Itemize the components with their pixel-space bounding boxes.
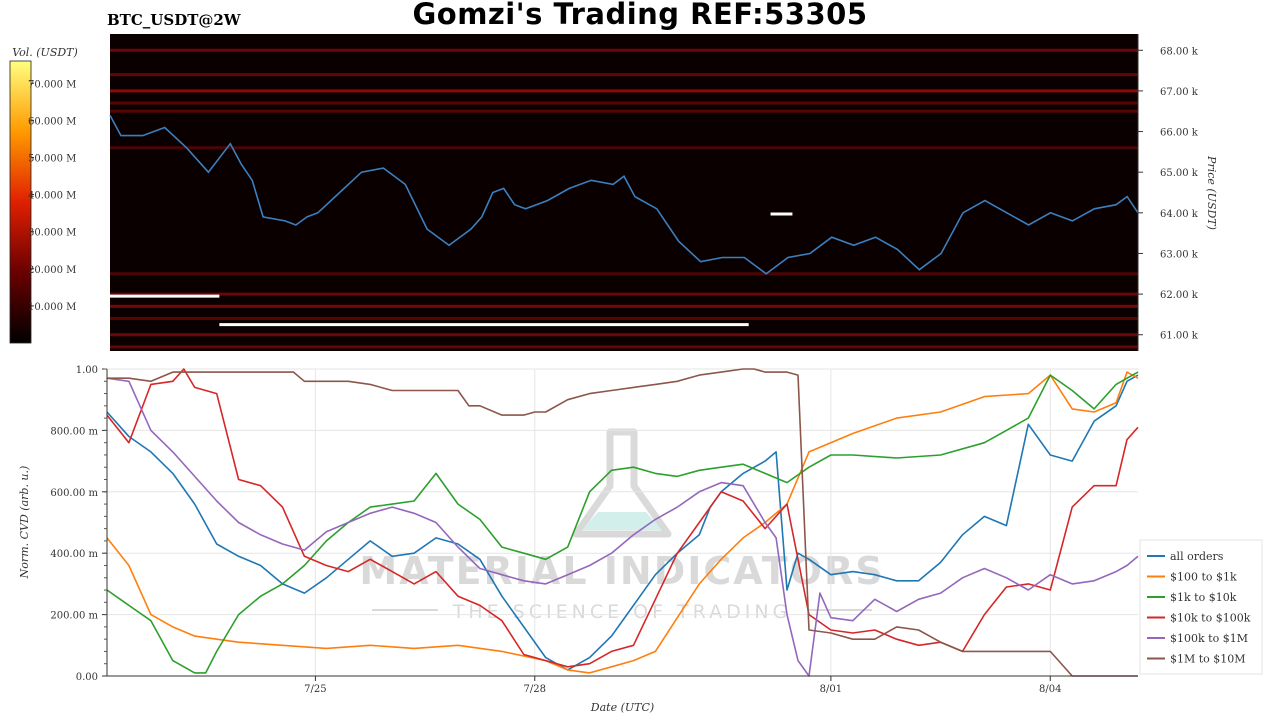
- colorbar-tick-label: 20.000 M: [28, 265, 76, 276]
- heat-level: [110, 101, 1138, 105]
- colorbar-tick-label: 30.000 M: [28, 228, 76, 239]
- colorbar-tick-label: 10.000 M: [28, 302, 76, 313]
- cvd-x-tick-label: 7/28: [524, 684, 546, 695]
- cvd-x-tick-label: 7/25: [304, 684, 326, 695]
- colorbar-tick-label: 50.000 M: [28, 153, 76, 164]
- cvd-y-tick-label: 1.00: [76, 365, 98, 376]
- cvd-y-tick-label: 600.00 m: [50, 488, 98, 499]
- colorbar-tick-label: 40.000 M: [28, 191, 76, 202]
- legend: all orders $100 to $1k $1k to $10k $10k to …: [1139, 539, 1263, 675]
- cvd-y-tick-label: 200.00 m: [50, 611, 98, 622]
- legend-entry: $10k to $100k: [1170, 612, 1251, 625]
- price-tick-label: 67.00 k: [1160, 87, 1199, 98]
- heatmap-panel: 61.00 k 62.00 k 63.00 k 64.00 k 65.00 k 66.00…: [109, 34, 1218, 351]
- cvd-series-line: [106, 374, 1139, 671]
- volume-colorbar: Vol. (USDT) 10.000 M 20.000 M 30.000 M 40.00…: [9, 46, 78, 344]
- legend-entry: $1M to $10M: [1170, 653, 1246, 666]
- heat-level: [110, 316, 1138, 320]
- colorbar-label: Vol. (USDT): [12, 46, 78, 59]
- price-tick-label: 65.00 k: [1160, 168, 1199, 179]
- heat-level: [110, 89, 1138, 93]
- flask-logo-icon: [572, 428, 672, 538]
- price-tick-label: 64.00 k: [1160, 209, 1199, 220]
- heat-level: [110, 292, 1138, 296]
- price-tick-label: 66.00 k: [1160, 128, 1199, 139]
- cvd-series-line: [107, 368, 1138, 677]
- price-tick-label: 61.00 k: [1160, 331, 1199, 342]
- legend-box: [1139, 539, 1263, 675]
- cvd-series-line: [106, 371, 1139, 674]
- watermark-name: MATERIAL INDICATORS: [359, 549, 884, 593]
- legend-entry: $1k to $10k: [1170, 591, 1237, 604]
- cvd-x-tick-label: 8/04: [1039, 684, 1061, 695]
- heat-level: [110, 272, 1138, 276]
- watermark-tagline: THE SCIENCE OF TRADING: [452, 601, 792, 623]
- heatmap-background: [110, 34, 1138, 351]
- cvd-panel: 0.00 200.00 m 400.00 m 600.00 m 800.00 m 1.00…: [18, 365, 1139, 714]
- heat-level: [110, 48, 1138, 52]
- cvd-y-tick-label: 0.00: [76, 672, 98, 683]
- price-tick-label: 63.00 k: [1160, 249, 1199, 260]
- legend-entry: all orders: [1170, 550, 1224, 563]
- price-tick-label: 68.00 k: [1160, 46, 1199, 57]
- heat-level: [110, 333, 1138, 337]
- cvd-x-tick-label: 8/01: [820, 684, 842, 695]
- heat-level: [110, 345, 1138, 349]
- cvd-series-line: [106, 377, 1139, 677]
- symbol-label: BTC_USDT@2W: [107, 11, 241, 29]
- price-axis-label: Price (USDT): [1205, 155, 1218, 230]
- heat-level: [110, 109, 1138, 113]
- colorbar-gradient: [9, 60, 32, 344]
- chart-title: Gomzi's Trading REF:53305: [412, 0, 868, 31]
- cvd-x-axis-label: Date (UTC): [590, 701, 654, 714]
- price-line: [109, 114, 1139, 275]
- cvd-series-line: [106, 368, 1139, 668]
- watermark: MATERIAL INDICATORS THE SCIENCE OF TRADI…: [359, 428, 884, 623]
- price-tick-label: 62.00 k: [1160, 290, 1199, 301]
- heat-level: [110, 146, 1138, 150]
- colorbar-tick-label: 60.000 M: [28, 116, 76, 127]
- legend-entry: $100 to $1k: [1170, 571, 1237, 584]
- heat-level: [110, 73, 1138, 77]
- legend-entry: $100k to $1M: [1170, 632, 1248, 645]
- cvd-y-tick-label: 400.00 m: [50, 549, 98, 560]
- heat-level: [110, 304, 1138, 308]
- cvd-y-tick-label: 800.00 m: [50, 426, 98, 437]
- colorbar-tick-label: 70.000 M: [28, 79, 76, 90]
- cvd-y-axis-label: Norm. CVD (arb. u.): [18, 466, 31, 580]
- flask-liquid-icon: [582, 512, 662, 530]
- cvd-series-line: [106, 371, 1139, 674]
